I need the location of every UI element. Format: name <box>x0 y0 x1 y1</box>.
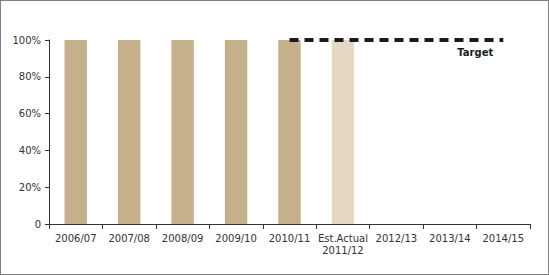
svg-text:2013/14: 2013/14 <box>429 233 471 244</box>
svg-text:40%: 40% <box>19 145 41 156</box>
svg-text:2009/10: 2009/10 <box>215 233 257 244</box>
svg-text:2007/08: 2007/08 <box>108 233 150 244</box>
svg-text:0: 0 <box>35 219 41 230</box>
svg-text:2012/13: 2012/13 <box>376 233 418 244</box>
svg-text:2008/09: 2008/09 <box>162 233 204 244</box>
svg-text:2010/11: 2010/11 <box>269 233 311 244</box>
svg-text:2011/12: 2011/12 <box>322 245 364 256</box>
svg-text:2006/07: 2006/07 <box>55 233 97 244</box>
svg-text:Target: Target <box>457 47 493 58</box>
svg-text:60%: 60% <box>19 108 41 119</box>
svg-text:2014/15: 2014/15 <box>483 233 525 244</box>
svg-text:Est.Actual: Est.Actual <box>318 233 368 244</box>
svg-text:80%: 80% <box>19 71 41 82</box>
svg-text:20%: 20% <box>19 182 41 193</box>
svg-text:100%: 100% <box>12 35 41 46</box>
